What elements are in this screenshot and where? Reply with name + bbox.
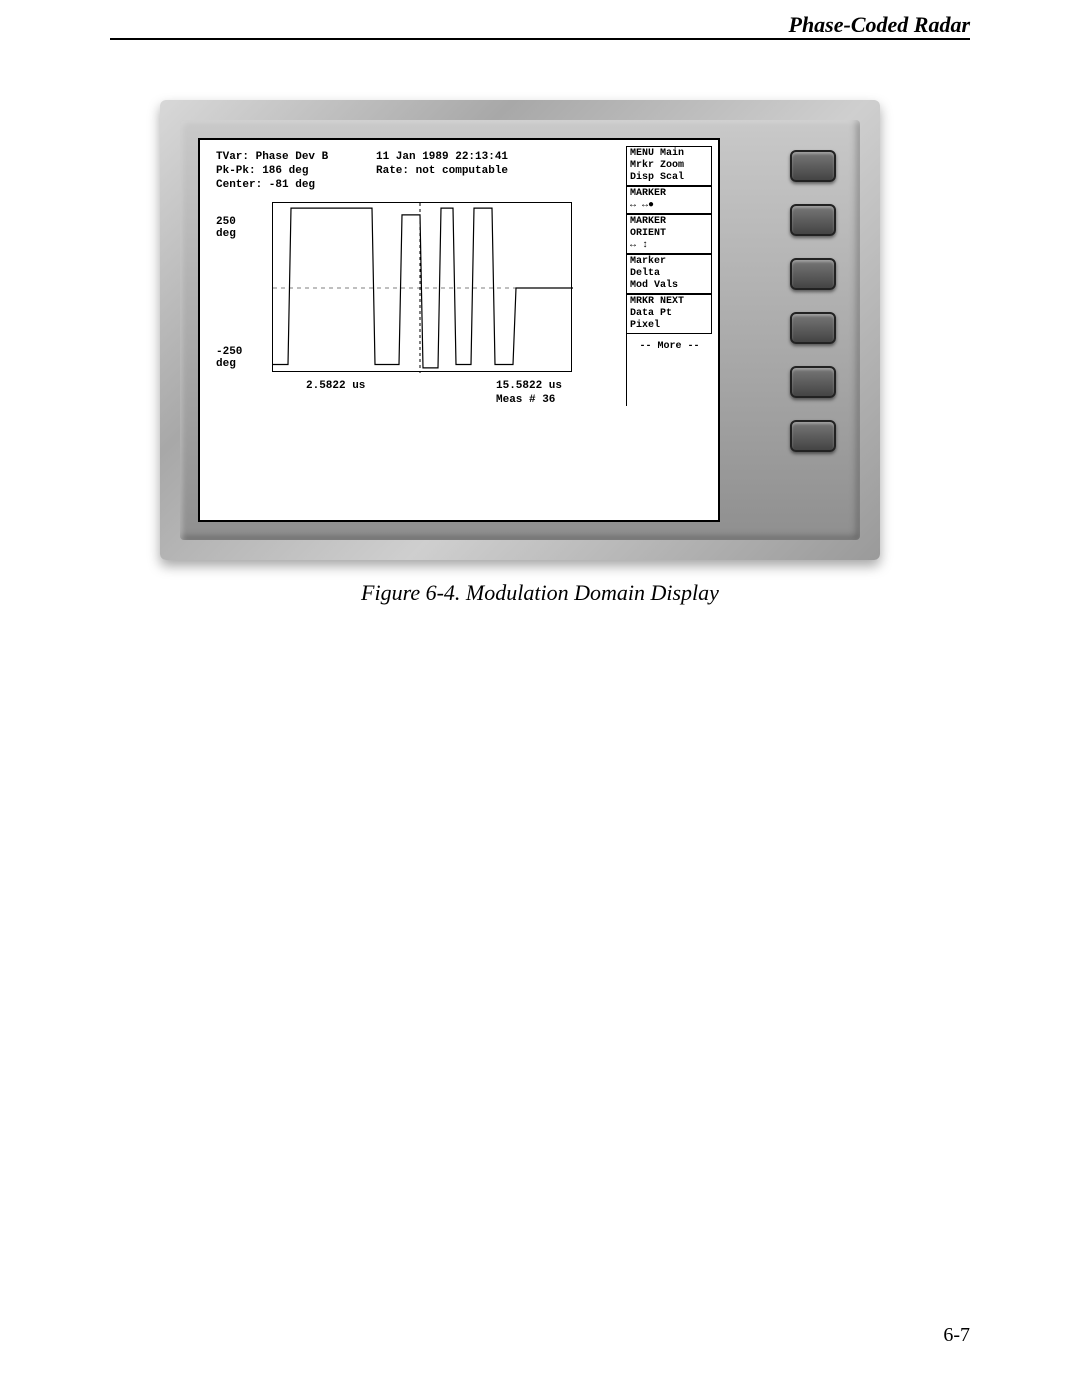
y-axis-top-label: 250 deg	[216, 216, 236, 240]
info-line: Rate: not computable	[376, 164, 508, 178]
page-number: 6-7	[943, 1324, 970, 1347]
softkey-boxed: Data Pt	[630, 308, 672, 319]
y-bot-unit: deg	[216, 358, 242, 370]
softkey-label: -- More --	[639, 341, 699, 352]
hardware-softkey-button[interactable]	[790, 258, 836, 290]
softkey[interactable]: MARKER ↔ ↔●	[627, 186, 712, 214]
header-title: Phase-Coded Radar	[779, 12, 971, 38]
info-line: Pk-Pk: 186 deg	[216, 164, 328, 178]
marker-both-icon: ↔●	[642, 200, 654, 211]
softkey-label: MRKR NEXT	[630, 296, 708, 308]
softkey[interactable]: MRKR NEXT Data Pt Pixel	[627, 294, 712, 334]
hardware-softkey-button[interactable]	[790, 312, 836, 344]
x-axis-left-label: 2.5822 us	[306, 380, 365, 392]
phase-trace	[273, 208, 573, 368]
instrument-photo: TVar: Phase Dev B Pk-Pk: 186 deg Center:…	[160, 100, 880, 560]
hardware-softkey-button[interactable]	[790, 204, 836, 236]
softkey-sub: ORIENT	[630, 228, 708, 240]
crt-screen: TVar: Phase Dev B Pk-Pk: 186 deg Center:…	[198, 138, 720, 522]
orient-horiz-icon: ↔	[630, 240, 636, 251]
hardware-softkey-button[interactable]	[790, 150, 836, 182]
y-top-val: 250	[216, 216, 236, 228]
info-line: Center: -81 deg	[216, 178, 328, 192]
softkey-boxed: Mod Vals	[630, 280, 678, 291]
measurement-info-left: TVar: Phase Dev B Pk-Pk: 186 deg Center:…	[216, 150, 328, 192]
y-axis-bot-label: -250 deg	[216, 346, 242, 370]
info-line: 11 Jan 1989 22:13:41	[376, 150, 508, 164]
softkey[interactable]: MENU Main Mrkr Zoom Disp Scal	[627, 146, 712, 186]
instrument-frame: TVar: Phase Dev B Pk-Pk: 186 deg Center:…	[160, 100, 880, 560]
softkey-label: MARKER	[630, 188, 708, 200]
info-line: TVar: Phase Dev B	[216, 150, 328, 164]
softkey[interactable]: MARKER ORIENT ↔ ↕	[627, 214, 712, 254]
phase-plot	[272, 202, 572, 372]
softkey-extra: Disp Scal	[630, 172, 708, 184]
meas-count: Meas # 36	[496, 394, 555, 406]
softkey-more[interactable]: -- More --	[627, 340, 712, 354]
phase-plot-svg	[273, 203, 573, 373]
softkey[interactable]: Marker Delta Mod Vals	[627, 254, 712, 294]
y-top-unit: deg	[216, 228, 236, 240]
hardware-softkey-button[interactable]	[790, 420, 836, 452]
measurement-info-right: 11 Jan 1989 22:13:41 Rate: not computabl…	[376, 150, 508, 178]
softkey-label: MARKER	[630, 216, 708, 228]
softkey-sub: Delta	[630, 268, 708, 280]
softkey-label: MENU Main	[630, 148, 708, 160]
softkey-label: Marker	[630, 256, 708, 268]
softkey-sub: Mrkr Zoom	[630, 160, 684, 171]
hardware-softkey-button[interactable]	[790, 366, 836, 398]
hardware-buttons	[790, 150, 840, 452]
crt-content: TVar: Phase Dev B Pk-Pk: 186 deg Center:…	[206, 146, 712, 514]
page-header: Phase-Coded Radar	[110, 38, 970, 40]
y-bot-val: -250	[216, 346, 242, 358]
x-axis-right-label: 15.5822 us	[496, 380, 562, 392]
marker-horiz-icon: ↔	[630, 200, 636, 211]
instrument-bezel: TVar: Phase Dev B Pk-Pk: 186 deg Center:…	[180, 120, 860, 540]
softkey-extra: Pixel	[630, 320, 708, 332]
orient-vert-icon: ↕	[642, 240, 648, 251]
figure-caption: Figure 6-4. Modulation Domain Display	[0, 580, 1080, 606]
softkey-menu: MENU Main Mrkr Zoom Disp Scal MARKER ↔ ↔…	[626, 146, 712, 406]
